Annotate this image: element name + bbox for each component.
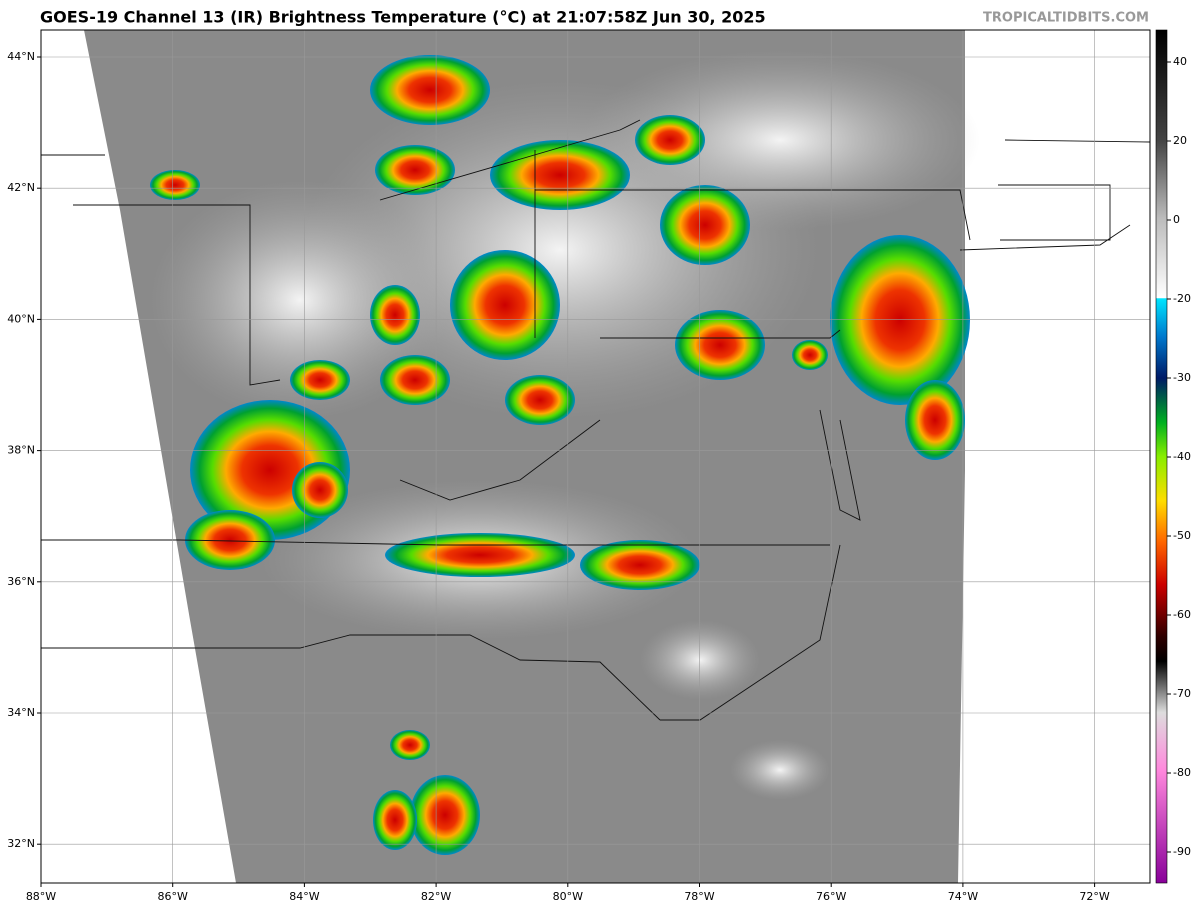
x-tick-label: 88°W <box>26 890 56 903</box>
colorbar-label: -20 <box>1173 292 1191 305</box>
x-tick-label: 80°W <box>553 890 583 903</box>
map-frame <box>40 29 1151 884</box>
y-tick-label: 38°N <box>7 444 35 457</box>
colorbar-label: 20 <box>1173 134 1187 147</box>
watermark: TROPICALTIDBITS.COM <box>983 11 1149 26</box>
colorbar-label: 0 <box>1173 213 1180 226</box>
colorbar-label: -60 <box>1173 608 1191 621</box>
x-tick-label: 86°W <box>158 890 188 903</box>
colorbar-label: -30 <box>1173 371 1191 384</box>
y-tick-label: 36°N <box>7 575 35 588</box>
colorbar <box>1155 29 1168 884</box>
y-tick-label: 44°N <box>7 50 35 63</box>
x-tick-label: 82°W <box>421 890 451 903</box>
title: GOES-19 Channel 13 (IR) Brightness Tempe… <box>40 8 766 27</box>
colorbar-label: -90 <box>1173 845 1191 858</box>
colorbar-label: 40 <box>1173 55 1187 68</box>
x-tick-label: 72°W <box>1079 890 1109 903</box>
x-tick-label: 84°W <box>289 890 319 903</box>
y-tick-label: 32°N <box>7 837 35 850</box>
colorbar-label: -70 <box>1173 687 1191 700</box>
x-tick-label: 78°W <box>684 890 714 903</box>
colorbar-label: -80 <box>1173 766 1191 779</box>
map <box>41 30 1150 883</box>
x-tick-label: 74°W <box>948 890 978 903</box>
y-tick-label: 34°N <box>7 706 35 719</box>
y-tick-label: 40°N <box>7 312 35 325</box>
colorbar-label: -40 <box>1173 450 1191 463</box>
colorbar-label: -50 <box>1173 529 1191 542</box>
x-tick-label: 76°W <box>816 890 846 903</box>
boundaries <box>41 119 1150 721</box>
y-tick-label: 42°N <box>7 181 35 194</box>
